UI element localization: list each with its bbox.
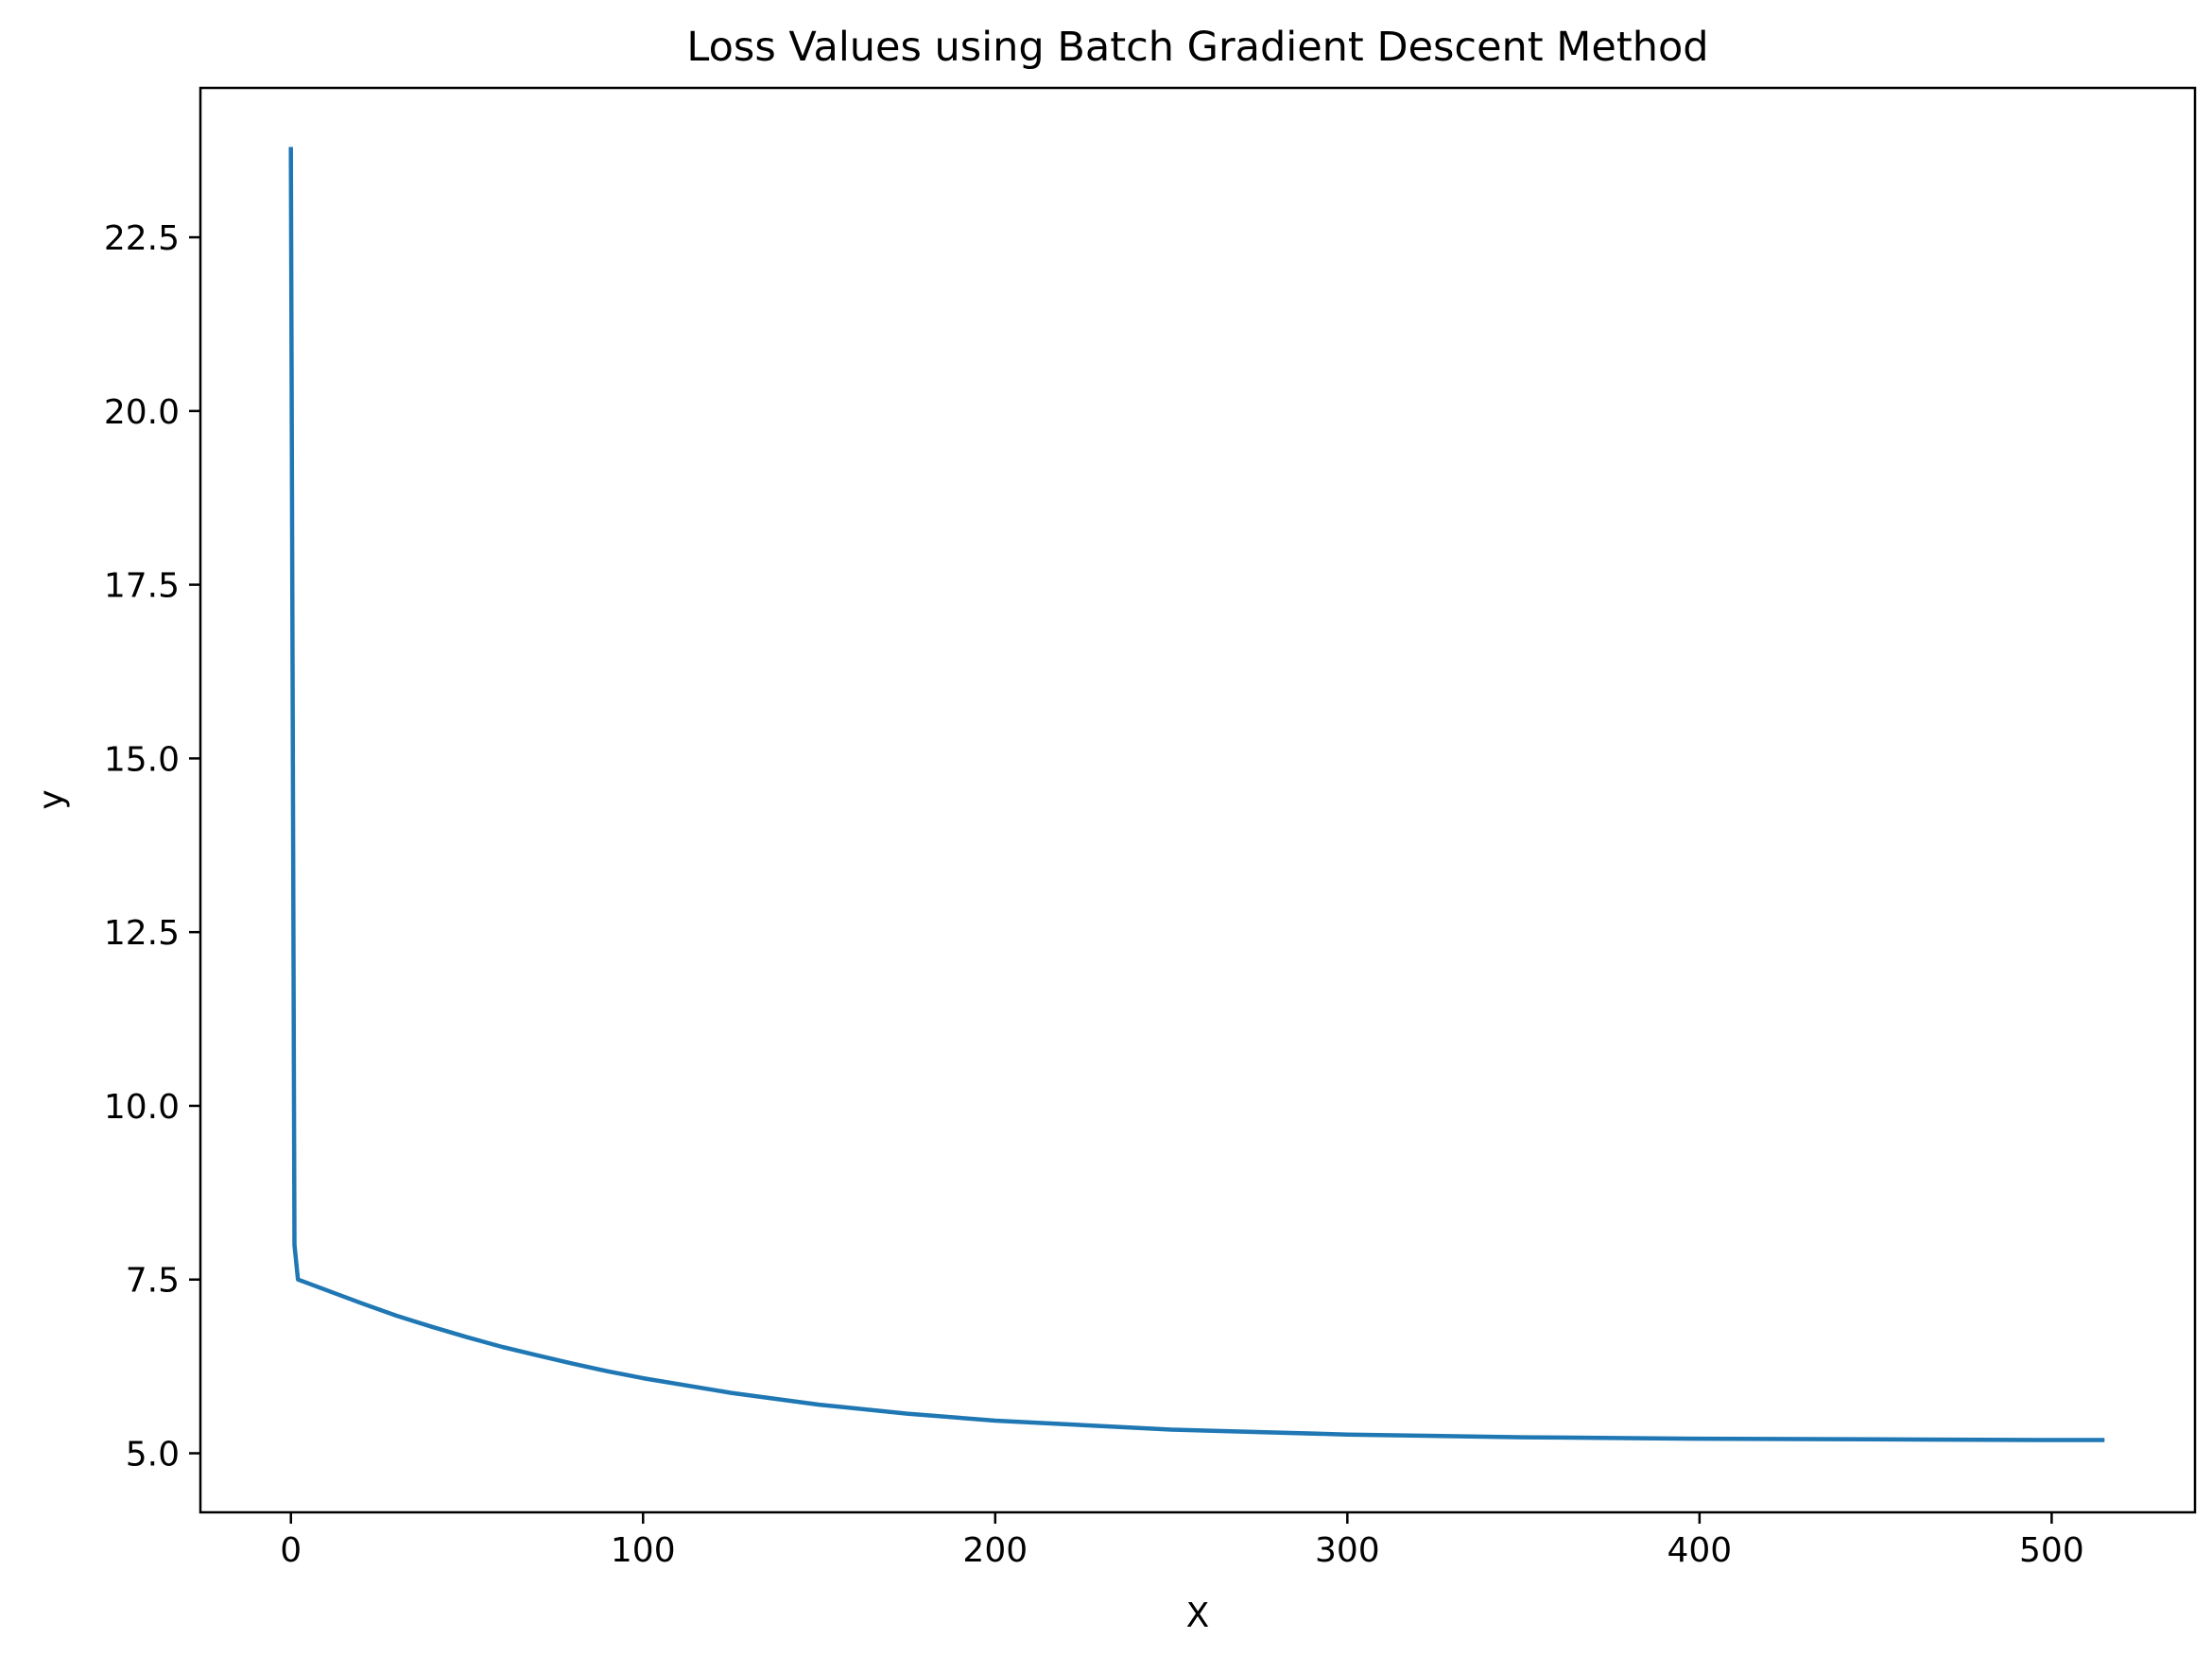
y-tick-label: 20.0	[104, 393, 180, 432]
y-tick-label: 22.5	[104, 219, 180, 258]
x-tick-label: 400	[1667, 1531, 1732, 1570]
x-tick-label: 300	[1315, 1531, 1380, 1570]
x-axis: 0 100 200 300 400 500	[280, 1512, 2084, 1570]
y-axis-label: y	[32, 789, 71, 809]
y-tick-label: 10.0	[104, 1088, 180, 1127]
chart-title: Loss Values using Batch Gradient Descent…	[686, 24, 1708, 71]
y-axis: 5.0 7.5 10.0 12.5 15.0 17.5 20.0 22.5	[104, 219, 200, 1475]
x-tick-label: 100	[611, 1531, 676, 1570]
y-tick-label: 17.5	[104, 567, 180, 606]
plot-area	[288, 147, 2105, 1442]
x-tick-label: 200	[962, 1531, 1028, 1570]
y-tick-label: 5.0	[126, 1436, 180, 1475]
x-tick-label: 0	[280, 1531, 302, 1570]
y-tick-label: 12.5	[104, 914, 180, 953]
y-tick-label: 7.5	[126, 1262, 180, 1301]
y-tick-label: 15.0	[104, 740, 180, 779]
axes-frame	[199, 86, 2197, 1514]
series-line	[288, 147, 2105, 1442]
x-tick-label: 500	[2019, 1531, 2084, 1570]
x-axis-label: X	[1186, 1596, 1210, 1635]
